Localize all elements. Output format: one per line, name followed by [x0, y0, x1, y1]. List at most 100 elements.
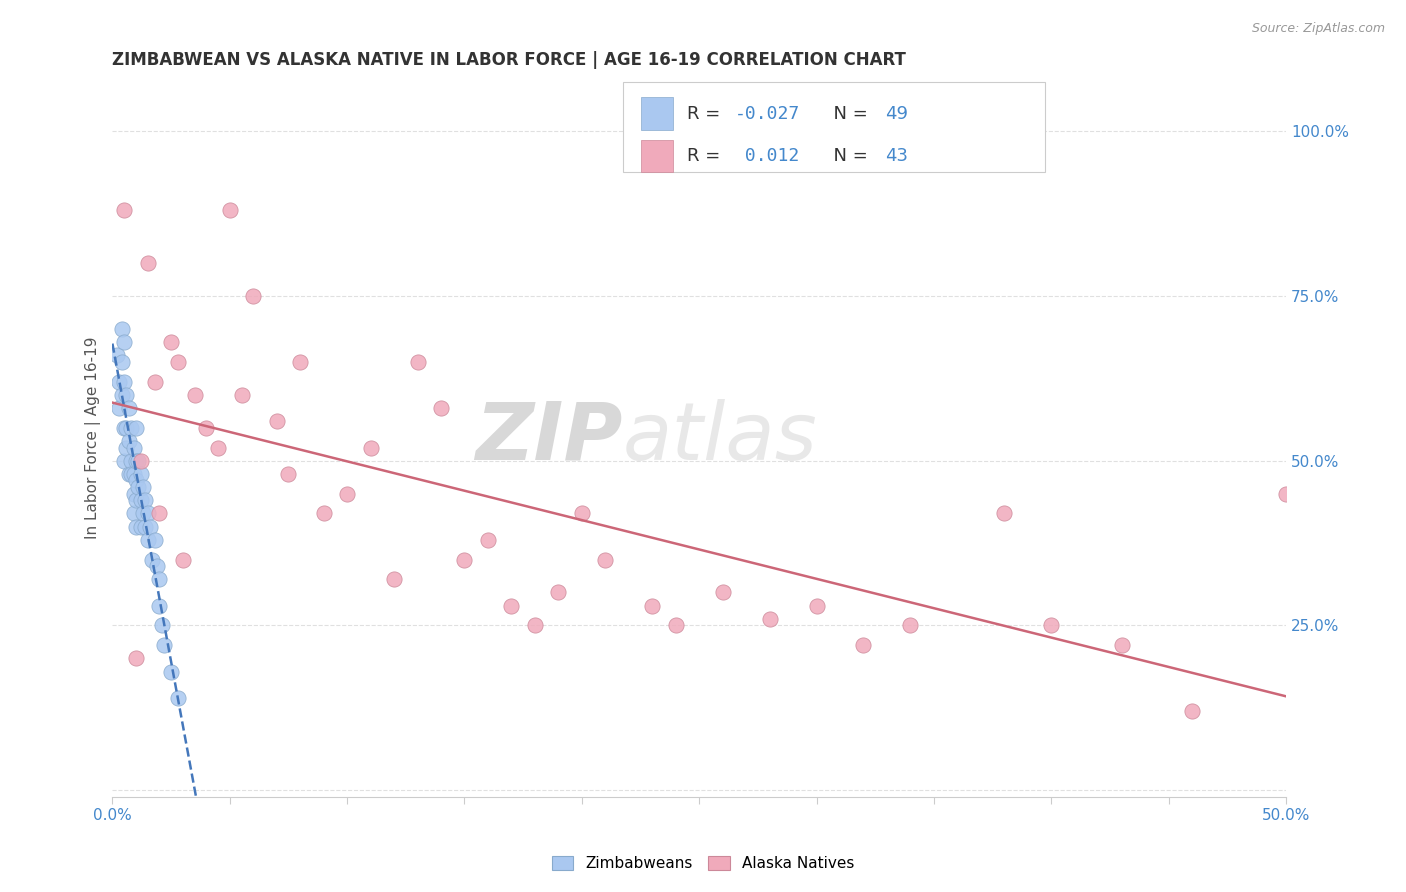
Point [148, 572, 170, 586]
FancyBboxPatch shape [623, 82, 1046, 172]
Point [122, 507, 145, 521]
Point [231, 388, 253, 402]
Point [641, 599, 664, 613]
Point [108, 401, 131, 415]
Point [118, 401, 141, 415]
Point [115, 421, 138, 435]
Point [406, 355, 429, 369]
Point [336, 486, 359, 500]
Point [118, 434, 141, 448]
Text: N =: N = [823, 104, 875, 122]
Point [430, 401, 453, 415]
Point [134, 519, 156, 533]
Point [665, 618, 688, 632]
Point [1111, 638, 1133, 652]
Text: atlas: atlas [623, 399, 818, 476]
Point [277, 467, 299, 481]
Point [523, 618, 546, 632]
Point [127, 453, 149, 467]
Point [111, 355, 134, 369]
Point [183, 388, 205, 402]
Point [115, 388, 138, 402]
Point [312, 507, 335, 521]
Point [153, 638, 176, 652]
Point [143, 533, 166, 547]
Point [242, 289, 264, 303]
Point [125, 519, 148, 533]
Point [111, 322, 134, 336]
Point [1040, 618, 1063, 632]
Point [136, 256, 159, 270]
Text: 43: 43 [884, 147, 908, 165]
Point [112, 203, 135, 218]
Point [806, 599, 828, 613]
Point [112, 421, 135, 435]
FancyBboxPatch shape [641, 97, 673, 129]
Point [453, 552, 475, 566]
Point [112, 375, 135, 389]
Text: ZIP: ZIP [475, 399, 623, 476]
Text: ZIMBABWEAN VS ALASKA NATIVE IN LABOR FORCE | AGE 16-19 CORRELATION CHART: ZIMBABWEAN VS ALASKA NATIVE IN LABOR FOR… [112, 51, 907, 69]
Point [993, 507, 1015, 521]
Point [382, 572, 405, 586]
Point [900, 618, 922, 632]
Point [167, 355, 190, 369]
Text: R =: R = [688, 104, 727, 122]
Point [136, 533, 159, 547]
Point [160, 335, 183, 350]
FancyBboxPatch shape [641, 140, 673, 172]
Point [150, 618, 173, 632]
Point [125, 453, 148, 467]
Point [132, 507, 155, 521]
Text: N =: N = [823, 147, 875, 165]
Point [266, 414, 288, 428]
Point [122, 441, 145, 455]
Point [711, 585, 734, 599]
Text: 0.012: 0.012 [734, 147, 800, 165]
Legend: Zimbabweans, Alaska Natives: Zimbabweans, Alaska Natives [546, 849, 860, 877]
Point [148, 507, 170, 521]
Point [108, 375, 131, 389]
Point [501, 599, 523, 613]
Point [129, 493, 152, 508]
Point [1181, 704, 1204, 718]
Point [160, 665, 183, 679]
Point [167, 690, 190, 705]
Text: R =: R = [688, 147, 727, 165]
Point [288, 355, 311, 369]
Point [146, 559, 169, 574]
Point [105, 348, 128, 362]
Point [125, 651, 148, 665]
Point [132, 480, 155, 494]
Point [195, 421, 218, 435]
Point [136, 507, 159, 521]
Point [125, 421, 148, 435]
Point [115, 441, 138, 455]
Point [120, 421, 142, 435]
Point [118, 467, 141, 481]
Point [172, 552, 194, 566]
Point [112, 453, 135, 467]
Y-axis label: In Labor Force | Age 16-19: In Labor Force | Age 16-19 [86, 336, 101, 539]
Point [129, 467, 152, 481]
Text: 49: 49 [884, 104, 908, 122]
Point [141, 552, 163, 566]
Point [218, 203, 240, 218]
Point [477, 533, 499, 547]
Point [360, 441, 382, 455]
Point [122, 467, 145, 481]
Point [148, 599, 170, 613]
Point [122, 486, 145, 500]
Point [127, 480, 149, 494]
Text: -0.027: -0.027 [734, 104, 800, 122]
Point [134, 493, 156, 508]
Point [129, 519, 152, 533]
Point [112, 335, 135, 350]
Point [120, 467, 142, 481]
Point [571, 507, 593, 521]
Text: Source: ZipAtlas.com: Source: ZipAtlas.com [1251, 22, 1385, 36]
Point [547, 585, 569, 599]
Point [1275, 486, 1298, 500]
Point [129, 453, 152, 467]
Point [595, 552, 617, 566]
